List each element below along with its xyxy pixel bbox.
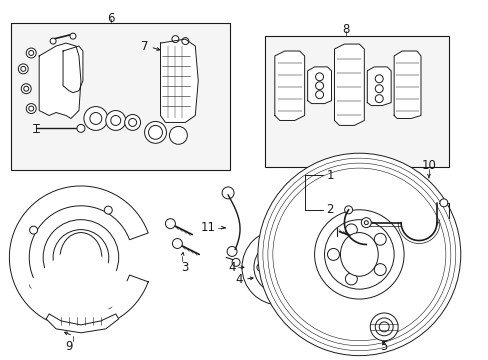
Text: 1: 1: [326, 168, 333, 181]
Circle shape: [345, 273, 357, 285]
Circle shape: [169, 126, 187, 144]
Circle shape: [266, 280, 274, 288]
Text: 4: 4: [235, 273, 243, 286]
Circle shape: [24, 86, 29, 91]
Circle shape: [53, 230, 108, 285]
Circle shape: [285, 247, 293, 255]
Circle shape: [70, 33, 76, 39]
Circle shape: [124, 114, 141, 130]
Circle shape: [128, 118, 136, 126]
Circle shape: [361, 218, 370, 228]
Ellipse shape: [340, 233, 377, 276]
Text: 2: 2: [326, 203, 333, 216]
Polygon shape: [63, 46, 83, 93]
Polygon shape: [307, 67, 331, 104]
Polygon shape: [9, 186, 148, 329]
Circle shape: [18, 64, 28, 74]
Polygon shape: [274, 51, 304, 121]
Circle shape: [21, 84, 31, 94]
Circle shape: [374, 318, 392, 336]
Circle shape: [285, 280, 293, 288]
Circle shape: [84, 107, 107, 130]
Circle shape: [104, 206, 112, 214]
Polygon shape: [29, 238, 131, 315]
Polygon shape: [46, 314, 119, 333]
Text: 6: 6: [107, 12, 114, 25]
Circle shape: [374, 85, 383, 93]
Circle shape: [364, 221, 367, 225]
Circle shape: [90, 113, 102, 125]
Circle shape: [50, 38, 56, 44]
Circle shape: [26, 104, 36, 113]
Circle shape: [222, 187, 234, 199]
Circle shape: [327, 248, 339, 260]
Bar: [264, 36, 448, 167]
Text: 7: 7: [141, 40, 148, 53]
Circle shape: [256, 264, 264, 271]
Circle shape: [379, 322, 388, 332]
Polygon shape: [160, 39, 198, 122]
Circle shape: [373, 233, 386, 245]
Circle shape: [294, 264, 302, 271]
Circle shape: [324, 220, 393, 289]
Circle shape: [29, 50, 34, 55]
Circle shape: [172, 36, 179, 42]
Text: 11: 11: [201, 221, 216, 234]
Polygon shape: [334, 44, 364, 125]
Circle shape: [148, 125, 162, 139]
Circle shape: [373, 264, 386, 275]
Circle shape: [182, 37, 188, 45]
Circle shape: [315, 91, 323, 99]
Text: 5: 5: [380, 340, 387, 353]
Circle shape: [374, 75, 383, 83]
Circle shape: [314, 210, 403, 299]
Circle shape: [105, 111, 125, 130]
Circle shape: [257, 153, 460, 356]
Circle shape: [111, 116, 121, 125]
Circle shape: [30, 226, 38, 234]
Circle shape: [315, 82, 323, 90]
Circle shape: [344, 206, 352, 214]
Circle shape: [144, 121, 166, 143]
Circle shape: [30, 281, 38, 289]
Bar: [11, 23, 230, 170]
Circle shape: [242, 230, 317, 305]
Circle shape: [232, 258, 240, 266]
Circle shape: [374, 95, 383, 103]
Circle shape: [29, 106, 34, 111]
Circle shape: [77, 125, 85, 132]
Circle shape: [43, 220, 119, 295]
Circle shape: [20, 66, 26, 71]
Text: 8: 8: [342, 23, 349, 36]
Text: 3: 3: [181, 261, 189, 274]
Circle shape: [266, 247, 274, 255]
Circle shape: [315, 73, 323, 81]
Circle shape: [345, 224, 357, 236]
Polygon shape: [366, 67, 390, 105]
Ellipse shape: [60, 233, 102, 282]
Polygon shape: [393, 51, 420, 118]
Circle shape: [26, 48, 36, 58]
Circle shape: [265, 253, 293, 281]
Circle shape: [165, 219, 175, 229]
Text: 4: 4: [228, 261, 236, 274]
Circle shape: [104, 301, 112, 309]
Circle shape: [272, 260, 286, 274]
Polygon shape: [39, 43, 81, 118]
Text: 10: 10: [421, 159, 435, 172]
Circle shape: [172, 239, 182, 248]
Circle shape: [439, 199, 447, 207]
Text: 9: 9: [65, 340, 73, 353]
Circle shape: [369, 313, 397, 341]
Circle shape: [226, 247, 237, 256]
Circle shape: [253, 242, 305, 293]
